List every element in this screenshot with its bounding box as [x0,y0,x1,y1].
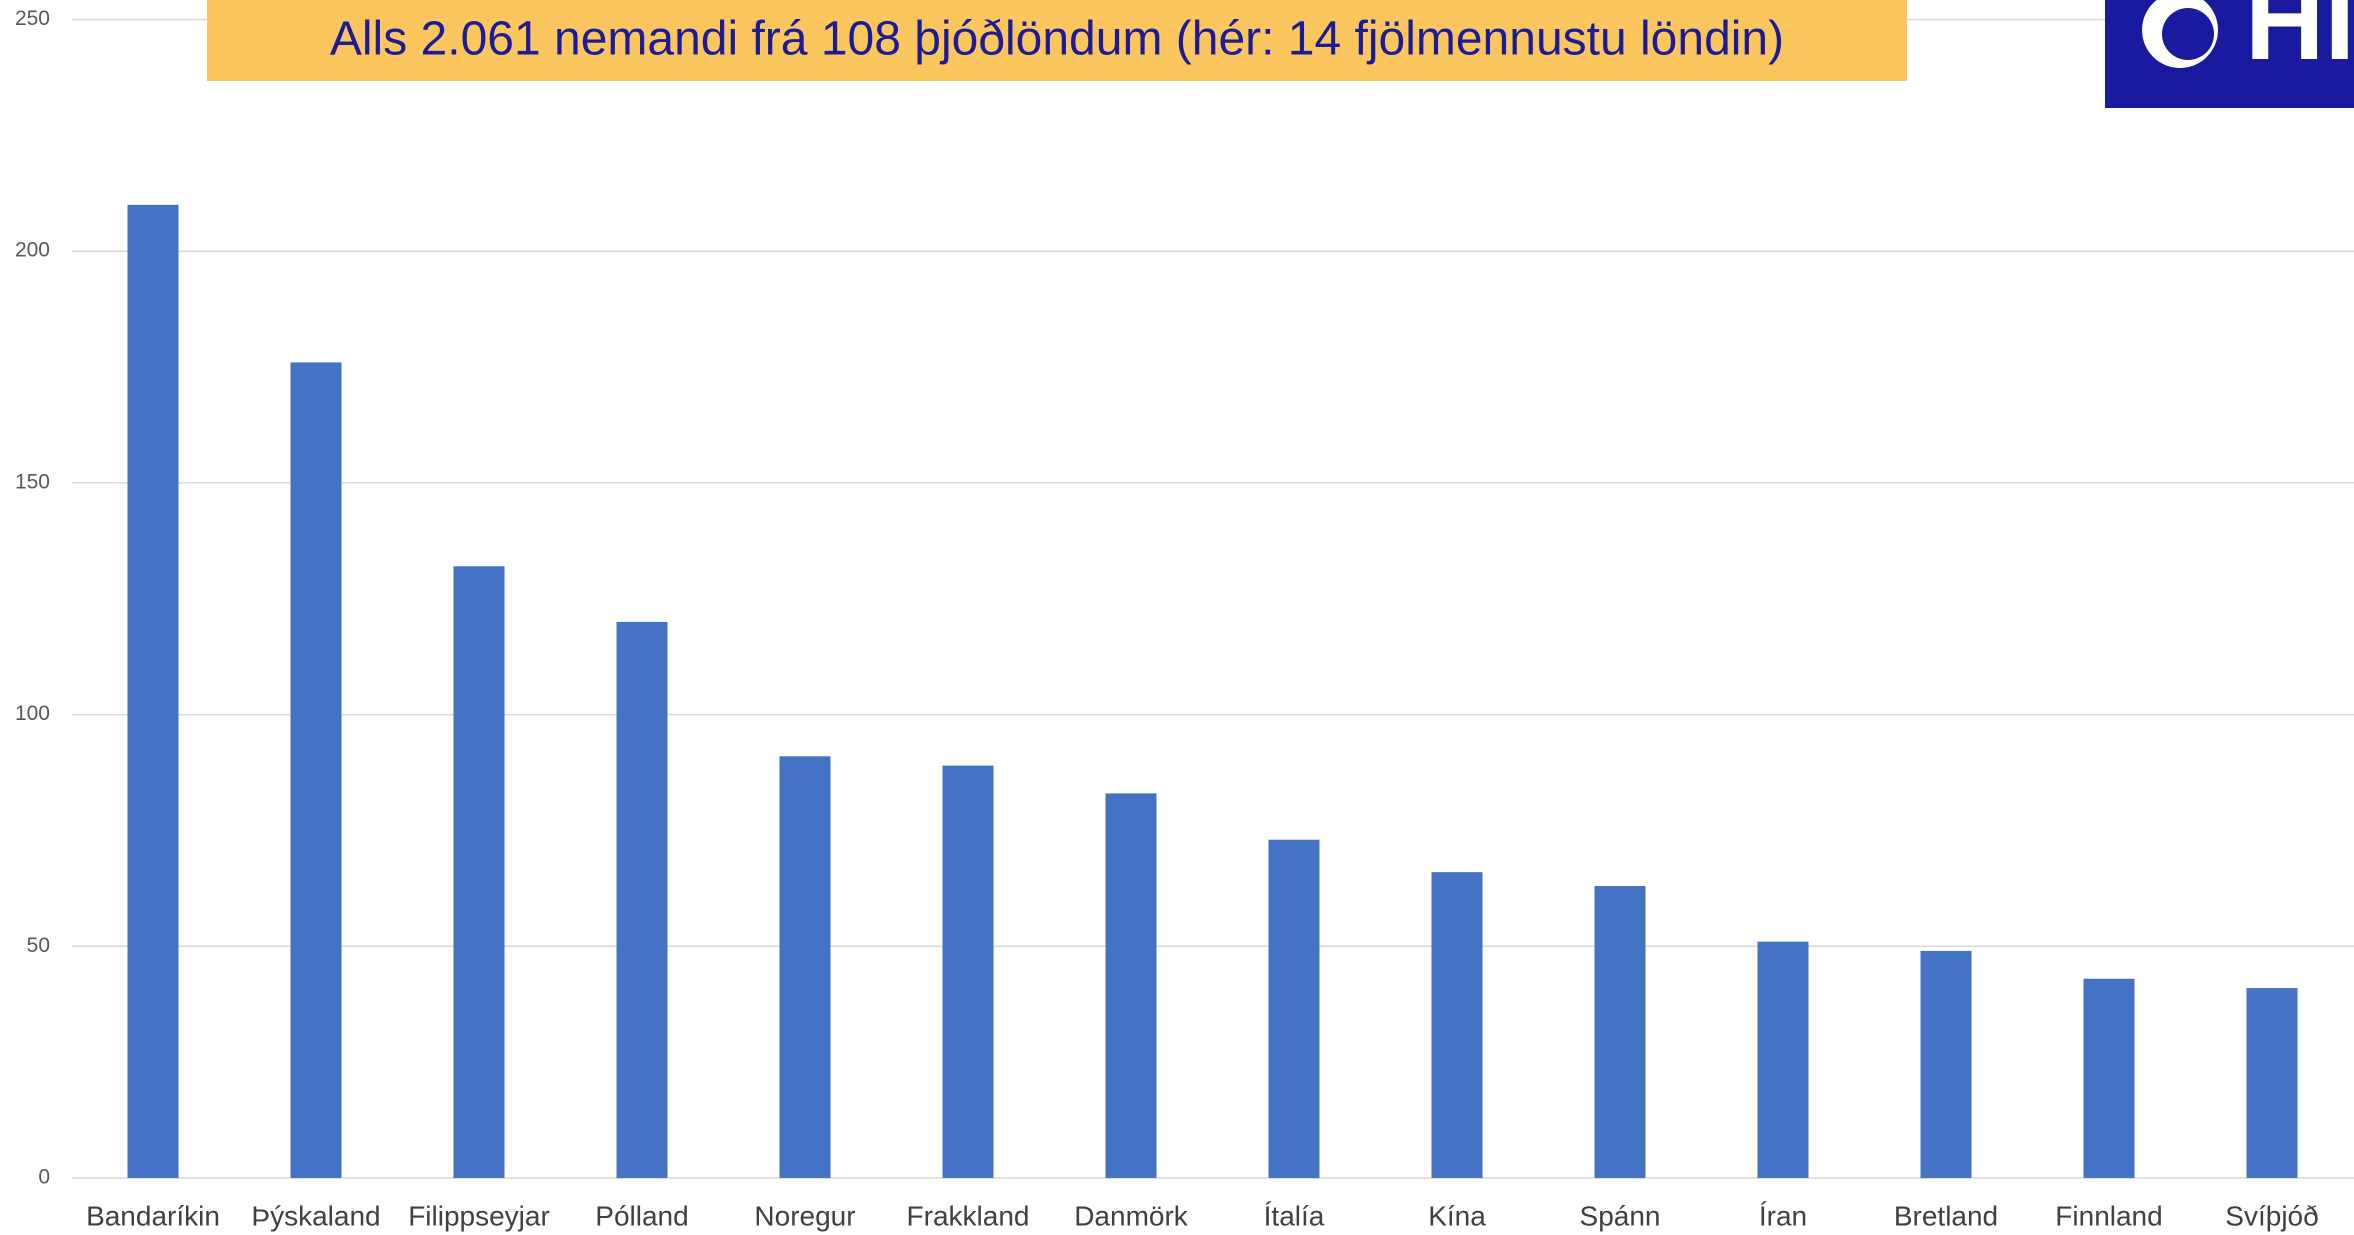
bar [1105,793,1157,1178]
bar [127,204,179,1179]
y-tick-label: 200 [15,239,50,262]
y-tick-label: 250 [15,7,50,30]
y-tick-label: 100 [15,702,50,725]
bar [942,765,994,1178]
bar [2246,988,2298,1178]
x-tick-label: Frakkland [907,1200,1030,1231]
x-tick-label: Danmörk [1074,1200,1189,1231]
logo-emblem-inner [2162,8,2214,60]
x-tick-label: Svíþjóð [2225,1200,2318,1231]
title-box [207,0,1907,81]
x-tick-label: Þýskaland [251,1200,380,1231]
y-tick-label: 0 [38,1166,50,1189]
bar [1268,839,1320,1178]
y-tick-label: 150 [15,470,50,493]
x-tick-label: Íran [1759,1200,1807,1231]
bar [779,756,831,1178]
x-tick-label: Pólland [595,1200,688,1231]
x-tick-label: Bandaríkin [86,1200,220,1231]
grid [72,18,2354,1179]
x-tick-label: Kína [1428,1200,1486,1231]
logo-text: HÍ [2245,0,2354,83]
chart-title: Alls 2.061 nemandi frá 108 þjóðlöndum (h… [330,13,1784,66]
x-tick-label: Ítalía [1264,1200,1325,1231]
x-tick-label: Bretland [1894,1200,1998,1231]
bar [1757,941,1809,1178]
bar [1431,872,1483,1178]
bar [616,621,668,1178]
bar [1920,950,1972,1178]
bar [453,566,505,1178]
x-tick-label: Finnland [2055,1200,2162,1231]
x-tick-label: Noregur [754,1200,855,1231]
bar [1594,886,1646,1178]
x-tick-label: Spánn [1580,1200,1661,1231]
bar [2083,978,2135,1178]
y-tick-label: 50 [27,934,50,957]
x-tick-label: Filippseyjar [408,1200,550,1231]
bar [290,362,342,1178]
